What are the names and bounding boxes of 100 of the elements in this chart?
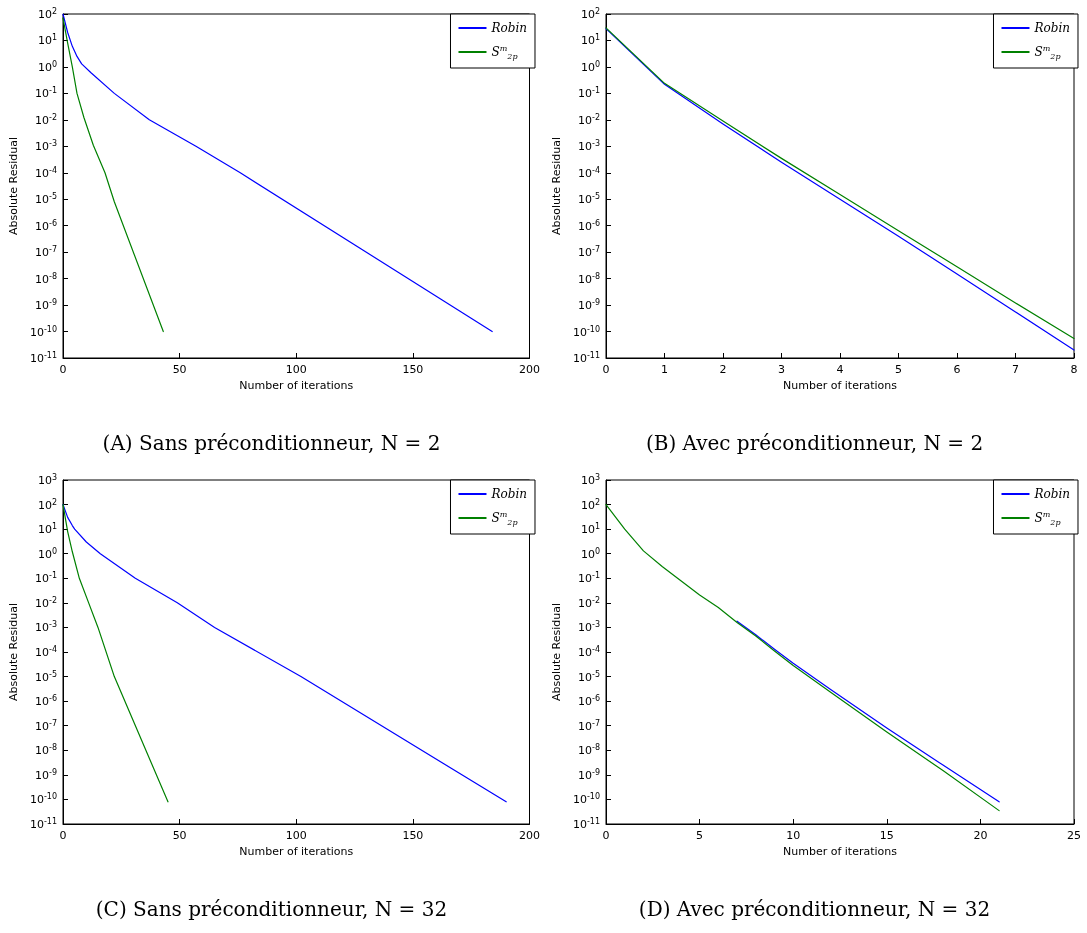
- y-tick-label: 10$^{2}$: [37, 497, 57, 512]
- x-axis-title: Number of iterations: [783, 378, 898, 392]
- y-tick-label: 10$^{-10}$: [29, 792, 57, 807]
- y-tick-label: 10$^{-1}$: [35, 570, 57, 586]
- x-tick-label: 4: [836, 363, 844, 376]
- y-tick-label: 10$^{-7}$: [35, 718, 57, 734]
- y-tick-label: 10$^{1}$: [37, 33, 57, 48]
- y-tick-label: 10$^{-6}$: [578, 218, 600, 234]
- y-tick-label: 10$^{1}$: [580, 33, 600, 48]
- y-tick-label: 10$^{2}$: [580, 6, 600, 22]
- y-tick-label: 10$^{-1}$: [35, 86, 57, 101]
- line-series: [605, 503, 1000, 812]
- text: (A) Sans préconditionneur, N = 2: [102, 431, 441, 455]
- y-tick-label: 10$^{-5}$: [35, 191, 57, 207]
- y-axis-title: Absolute Residual: [7, 136, 20, 236]
- y-axis-title: Absolute Residual: [7, 602, 20, 702]
- line-series: [62, 17, 164, 333]
- y-tick-label: 10$^{-10}$: [572, 324, 600, 339]
- x-tick-label: 10: [786, 829, 801, 842]
- y-tick-label: 10$^{-3}$: [578, 138, 600, 154]
- y-tick-label: 10$^{-1}$: [578, 86, 600, 101]
- y-tick-label: 10$^{0}$: [37, 59, 57, 75]
- x-tick-label: 15: [879, 829, 894, 842]
- x-tick-label: 150: [402, 363, 424, 376]
- text: (D) Avec préconditionneur, N = 32: [638, 897, 991, 921]
- x-tick-label: 5: [895, 363, 902, 376]
- y-tick-label: 10$^{-11}$: [572, 350, 600, 366]
- y-tick-label: 10$^{-4}$: [578, 644, 600, 660]
- text: (C) Sans préconditionneur, N = 32: [95, 897, 448, 921]
- x-tick-label: 7: [1012, 363, 1019, 376]
- y-tick-label: 10$^{3}$: [580, 472, 600, 488]
- y-tick-label: 10$^{1}$: [580, 521, 600, 537]
- x-tick-label: 25: [1067, 829, 1081, 842]
- y-axis-title: Absolute Residual: [550, 136, 563, 236]
- y-tick-label: 10$^{-5}$: [578, 669, 600, 684]
- y-tick-label: 10$^{-4}$: [578, 165, 600, 181]
- x-tick-label: 3: [778, 363, 785, 376]
- x-tick-label: 8: [1070, 363, 1078, 376]
- y-tick-label: 10$^{-2}$: [578, 595, 600, 611]
- y-tick-label: 10$^{-9}$: [578, 767, 600, 783]
- y-tick-label: 10$^{-5}$: [578, 191, 600, 207]
- x-tick-label: 50: [172, 829, 187, 842]
- x-axis-title: Number of iterations: [239, 378, 354, 392]
- legend-label: Robin: [490, 487, 528, 501]
- y-tick-label: 10$^{-9}$: [35, 297, 57, 313]
- y-tick-label: 10$^{-6}$: [35, 218, 57, 234]
- x-tick-label: 0: [602, 363, 610, 376]
- x-tick-label: 0: [59, 363, 67, 376]
- y-tick-label: 10$^{-8}$: [35, 271, 57, 286]
- y-axis-title: Absolute Residual: [550, 602, 563, 702]
- y-tick-label: 10$^{0}$: [37, 546, 57, 562]
- line-series: [736, 620, 1000, 803]
- y-tick-label: 10$^{-10}$: [29, 324, 57, 339]
- x-tick-label: 0: [59, 829, 67, 842]
- y-tick-label: 10$^{-3}$: [35, 620, 57, 635]
- legend-label: Robin: [1033, 487, 1071, 501]
- y-tick-label: 10$^{3}$: [37, 472, 57, 488]
- x-tick-label: 0: [602, 829, 610, 842]
- x-tick-label: 6: [953, 363, 961, 376]
- y-tick-label: 10$^{-2}$: [35, 112, 57, 128]
- y-tick-label: 10$^{-2}$: [35, 595, 57, 611]
- y-tick-label: 10$^{2}$: [37, 6, 57, 22]
- x-axis-title: Number of iterations: [783, 844, 898, 858]
- x-axis-title: Number of iterations: [239, 844, 354, 858]
- x-tick-label: 100: [285, 363, 307, 376]
- y-tick-label: 10$^{-9}$: [578, 297, 600, 313]
- y-tick-label: 10$^{-7}$: [578, 244, 600, 260]
- y-tick-label: 10$^{-11}$: [572, 816, 600, 832]
- y-tick-label: 10$^{1}$: [37, 521, 57, 537]
- x-tick-label: 5: [696, 829, 704, 842]
- y-tick-label: 10$^{-3}$: [35, 138, 57, 154]
- x-tick-label: 20: [973, 829, 988, 842]
- x-tick-label: 2: [719, 363, 727, 376]
- y-tick-label: 10$^{-9}$: [35, 767, 57, 783]
- y-tick-label: 10$^{-11}$: [29, 816, 57, 832]
- y-tick-label: 10$^{-2}$: [578, 112, 600, 128]
- y-tick-label: 10$^{-7}$: [578, 718, 600, 734]
- x-tick-label: 50: [172, 363, 187, 376]
- x-tick-label: 200: [519, 363, 540, 376]
- x-tick-label: 200: [519, 829, 540, 842]
- x-tick-label: 150: [402, 829, 424, 842]
- text: (B) Avec préconditionneur, N = 2: [645, 431, 984, 455]
- legend-label: Robin: [1033, 21, 1071, 35]
- legend-label: Robin: [490, 21, 528, 35]
- y-tick-label: 10$^{-8}$: [578, 742, 600, 758]
- y-tick-label: 10$^{-5}$: [35, 669, 57, 684]
- y-tick-label: 10$^{-4}$: [35, 644, 57, 660]
- y-tick-label: 10$^{-8}$: [578, 271, 600, 286]
- y-tick-label: 10$^{-4}$: [35, 165, 57, 181]
- x-tick-label: 100: [285, 829, 307, 842]
- line-series: [62, 503, 169, 803]
- y-tick-label: 10$^{0}$: [580, 59, 600, 75]
- y-tick-label: 10$^{-8}$: [35, 742, 57, 758]
- y-tick-label: 10$^{-6}$: [35, 693, 57, 709]
- x-tick-label: 1: [661, 363, 668, 376]
- y-tick-label: 10$^{-10}$: [572, 792, 600, 807]
- line-series: [62, 13, 493, 333]
- y-tick-label: 10$^{-7}$: [35, 244, 57, 260]
- y-tick-label: 10$^{-1}$: [578, 570, 600, 586]
- y-tick-label: 10$^{2}$: [580, 497, 600, 512]
